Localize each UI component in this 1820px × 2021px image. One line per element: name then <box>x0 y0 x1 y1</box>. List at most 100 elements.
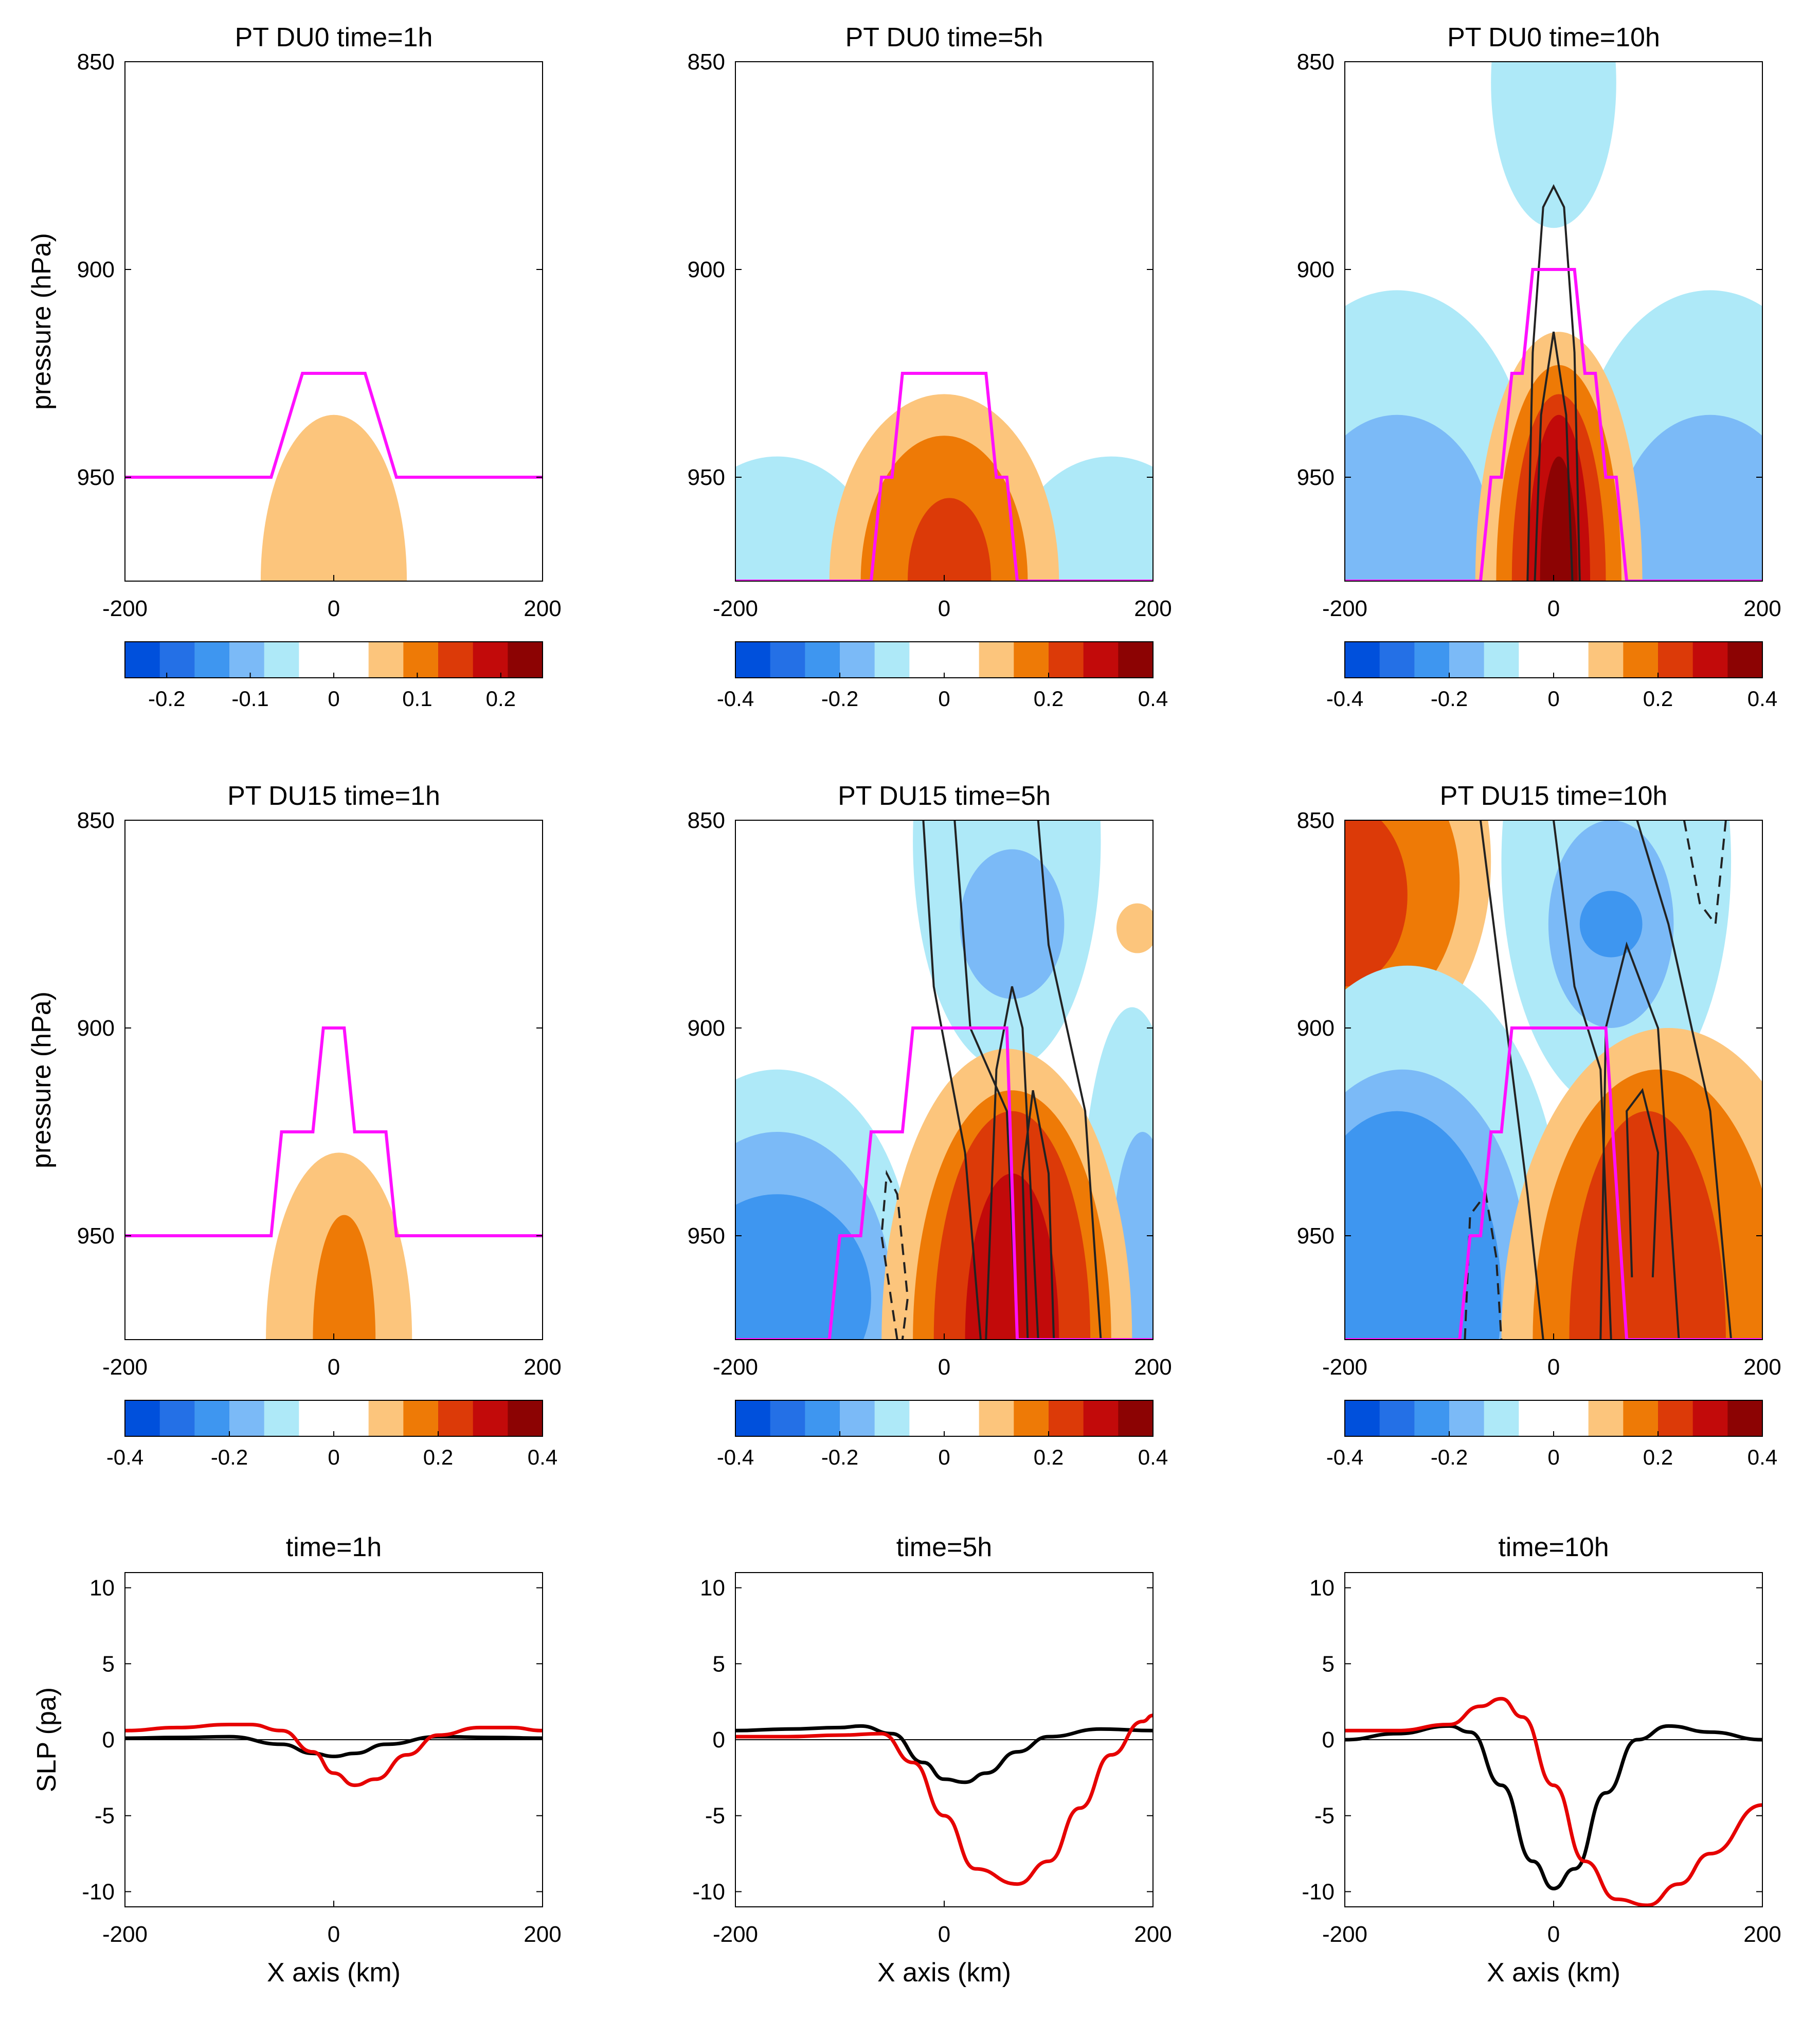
colorbar-tick-label: 0 <box>328 1445 339 1469</box>
colorbar-swatch <box>1014 642 1049 678</box>
colorbar-swatch <box>264 642 299 678</box>
x-tick-label: -200 <box>102 1922 148 1947</box>
x-axis-label: X axis (km) <box>1487 1958 1620 1988</box>
colorbar-swatch <box>1554 642 1589 678</box>
x-axis-label: X axis (km) <box>267 1958 401 1988</box>
colorbar-tick-label: 0.4 <box>1747 687 1777 711</box>
plot-area <box>125 1026 543 1340</box>
colorbar-tick-label: -0.2 <box>1431 1445 1468 1469</box>
x-tick-label: 200 <box>1743 596 1781 621</box>
colorbar-tick-label: 0.2 <box>423 1445 453 1469</box>
colorbar-swatch <box>979 642 1014 678</box>
colorbar-swatch <box>944 1400 980 1436</box>
colorbar-swatch <box>1623 642 1659 678</box>
colorbar-swatch <box>194 1400 230 1436</box>
colorbar-tick-label: 0.2 <box>486 687 516 711</box>
panel-title: PT DU0 time=5h <box>845 23 1043 52</box>
shaded-contour <box>960 849 1065 999</box>
contour-panel-6: PT DU15 time=10h 850 900 950 -200 0 200 -0.4 -0.… <box>1297 781 1781 1469</box>
colorbar-swatch <box>438 1400 474 1436</box>
colorbar-tick-label: 0 <box>938 1445 950 1469</box>
series-line-red <box>735 1713 1153 1886</box>
colorbar-swatch <box>1345 1400 1380 1436</box>
contour-panel-4: PT DU15 time=1h 850 900 950 -200 0 200 pressure… <box>27 781 562 1469</box>
x-tick-label: 0 <box>328 1355 340 1380</box>
colorbar-tick-label: 0.4 <box>1747 1445 1777 1469</box>
panel-title: PT DU0 time=10h <box>1447 23 1660 52</box>
x-tick-label: 200 <box>524 596 561 621</box>
y-tick-label: -10 <box>692 1879 725 1904</box>
shaded-contour <box>1345 820 1408 987</box>
y-tick-label: 900 <box>688 1016 725 1041</box>
colorbar-tick-label: 0 <box>1547 687 1559 711</box>
colorbar-swatch <box>508 1400 543 1436</box>
colorbar-swatch <box>264 1400 299 1436</box>
colorbar-tick-label: 0.4 <box>1138 687 1168 711</box>
contour-line-positive <box>1021 1090 1055 1340</box>
colorbar-swatch <box>735 1400 771 1436</box>
colorbar-swatch <box>1484 1400 1519 1436</box>
y-tick-label: 850 <box>688 808 725 833</box>
y-axis-label: pressure (hPa) <box>27 233 57 410</box>
y-tick-label: 10 <box>89 1576 115 1601</box>
y-tick-label: -5 <box>1314 1803 1335 1829</box>
topography-line <box>1345 268 1762 581</box>
colorbar-swatch <box>805 642 840 678</box>
colorbar-swatch <box>1414 642 1450 678</box>
x-tick-label: 0 <box>938 1922 950 1947</box>
colorbar-swatch <box>403 1400 439 1436</box>
colorbar-swatch <box>1118 1400 1154 1436</box>
colorbar-swatch <box>368 642 404 678</box>
colorbar-swatch <box>1727 1400 1763 1436</box>
plot-area <box>1345 820 1762 1340</box>
colorbar-swatch <box>909 1400 945 1436</box>
y-tick-label: 5 <box>713 1651 725 1676</box>
y-tick-label: 900 <box>77 1016 115 1041</box>
colorbar-swatch <box>1449 1400 1485 1436</box>
colorbar-swatch <box>1588 642 1624 678</box>
y-tick-label: 850 <box>77 808 115 833</box>
shaded-contour <box>913 820 1101 1070</box>
colorbar-swatch <box>1345 642 1380 678</box>
slp-panel-3: time=10h -10 -5 0 5 10 -200 0 200 X axis (km) <box>1302 1532 1781 1988</box>
colorbar-swatch <box>403 642 439 678</box>
colorbar-swatch <box>334 642 369 678</box>
colorbar-swatch <box>1083 642 1119 678</box>
x-tick-label: 0 <box>938 1355 950 1380</box>
shaded-contour <box>1616 414 1762 581</box>
colorbar-tick-label: 0.1 <box>402 687 432 711</box>
topography-line <box>1345 1026 1762 1340</box>
colorbar-tick-label: 0.4 <box>1138 1445 1168 1469</box>
y-tick-label: 850 <box>1297 49 1335 75</box>
x-tick-label: -200 <box>1322 1922 1367 1947</box>
y-tick-label: 850 <box>1297 808 1335 833</box>
series-line-red <box>1345 1697 1762 1907</box>
panel-title: PT DU15 time=5h <box>838 781 1051 811</box>
contour-line-positive <box>1626 1088 1660 1277</box>
x-tick-label: 200 <box>1743 1922 1781 1947</box>
colorbar-swatch <box>159 1400 195 1436</box>
plot-area <box>735 372 1153 581</box>
colorbar-tick-label: 0 <box>328 687 339 711</box>
colorbar-swatch <box>438 642 474 678</box>
panel-title: PT DU0 time=1h <box>235 23 433 52</box>
x-tick-label: 0 <box>938 596 950 621</box>
series-line-black <box>1345 1724 1762 1890</box>
x-tick-label: 0 <box>328 1922 340 1947</box>
x-tick-label: 0 <box>1547 1922 1560 1947</box>
colorbar-swatch <box>1658 1400 1693 1436</box>
x-tick-label: 0 <box>1547 596 1560 621</box>
shaded-contour <box>1116 903 1153 953</box>
y-tick-label: -10 <box>1302 1879 1335 1904</box>
colorbar-swatch <box>1554 1400 1589 1436</box>
colorbar-swatch <box>1014 1400 1049 1436</box>
y-tick-label: 10 <box>1309 1576 1335 1601</box>
colorbar-swatch <box>334 1400 369 1436</box>
x-tick-label: -200 <box>713 1355 758 1380</box>
colorbar-swatch <box>1049 642 1084 678</box>
colorbar-tick-label: 0 <box>1547 1445 1559 1469</box>
colorbar-swatch <box>840 1400 875 1436</box>
series-line-red <box>125 1722 543 1788</box>
plot-area <box>125 1722 543 1788</box>
colorbar-swatch <box>159 642 195 678</box>
